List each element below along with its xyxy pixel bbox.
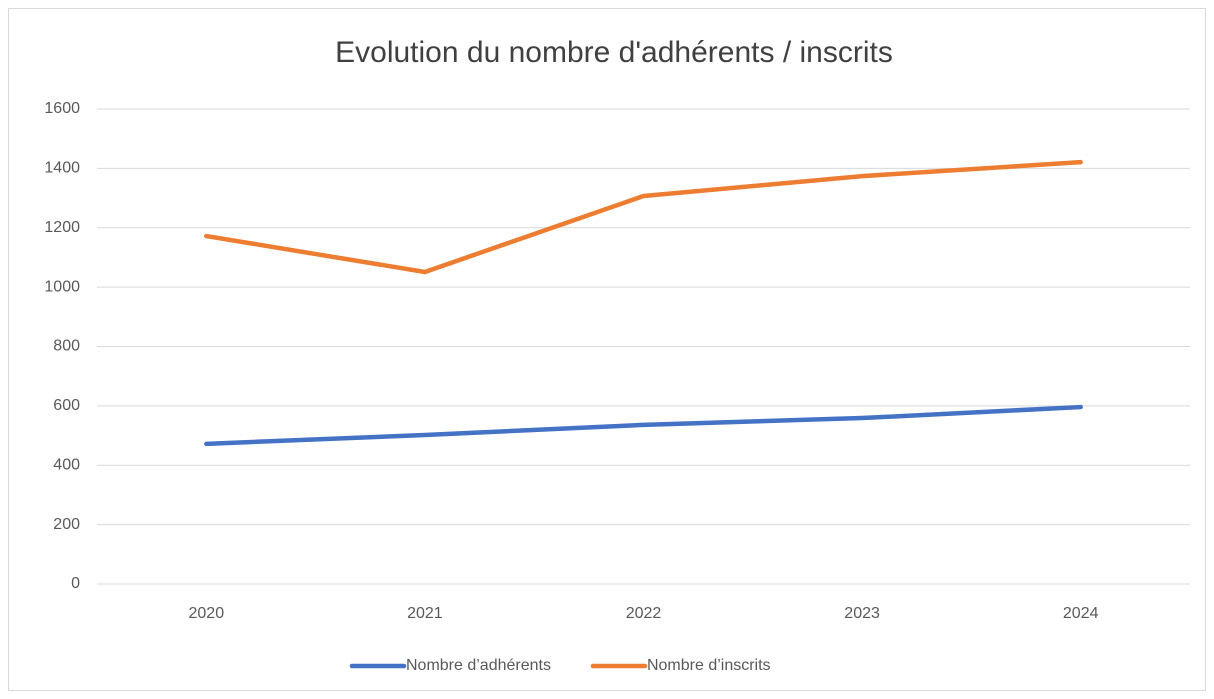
series-line bbox=[204, 404, 1083, 447]
chart-title: Evolution du nombre d'adhérents / inscri… bbox=[335, 36, 893, 69]
legend-label: Nombre d’adhérents bbox=[406, 657, 551, 674]
y-tick-label: 1200 bbox=[44, 219, 80, 236]
y-tick-label: 400 bbox=[53, 456, 80, 473]
x-tick-label: 2022 bbox=[626, 605, 662, 622]
y-tick-label: 1000 bbox=[44, 278, 80, 295]
y-tick-label: 600 bbox=[53, 397, 80, 414]
x-tick-label: 2021 bbox=[407, 605, 443, 622]
series-line bbox=[204, 159, 1083, 275]
x-tick-label: 2023 bbox=[844, 605, 880, 622]
chart-border bbox=[8, 8, 1206, 691]
y-tick-label: 0 bbox=[71, 575, 80, 592]
y-tick-label: 200 bbox=[53, 516, 80, 533]
x-tick-label: 2020 bbox=[189, 605, 225, 622]
y-tick-label: 1400 bbox=[44, 160, 80, 177]
y-tick-label: 1600 bbox=[44, 100, 80, 117]
x-tick-label: 2024 bbox=[1063, 605, 1099, 622]
y-tick-label: 800 bbox=[53, 338, 80, 355]
legend-label: Nombre d’inscrits bbox=[647, 657, 771, 674]
